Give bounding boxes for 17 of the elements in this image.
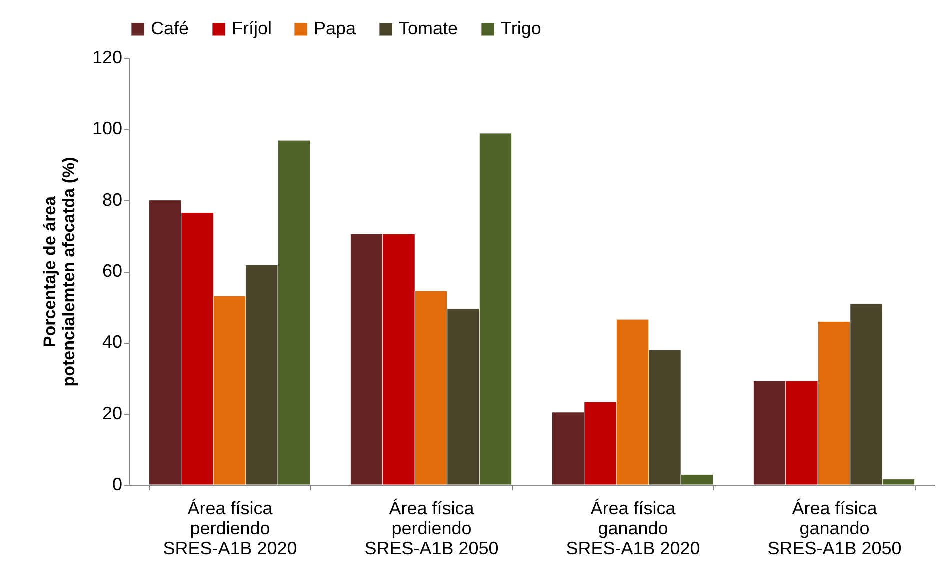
y-tick-label: 40: [102, 332, 122, 352]
y-tick-label: 20: [102, 403, 122, 424]
y-axis-title: Porcentaje de área potencialemten afecatda (%): [40, 157, 78, 387]
legend-label: Tomate: [399, 18, 458, 38]
y-tick-label: 80: [102, 190, 122, 210]
y-tick-label: 60: [102, 261, 122, 281]
y-tick-label: 0: [112, 474, 122, 494]
legend-label: Papa: [314, 18, 358, 38]
y-tick-label: 100: [92, 118, 122, 139]
x-tick-label: Área física perdiendo SRES-A1B 2050: [364, 498, 499, 558]
legend-label: Trigo: [501, 18, 542, 38]
legend-label: Café: [151, 18, 190, 38]
legend-label: Fríjol: [232, 18, 272, 38]
x-tick-label: Área física ganando SRES-A1B 2050: [768, 498, 902, 558]
y-tick-label: 120: [92, 48, 122, 68]
x-tick-label: Área física ganando SRES-A1B 2020: [566, 498, 700, 558]
x-tick-label: Área física perdiendo SRES-A1B 2020: [163, 498, 298, 558]
